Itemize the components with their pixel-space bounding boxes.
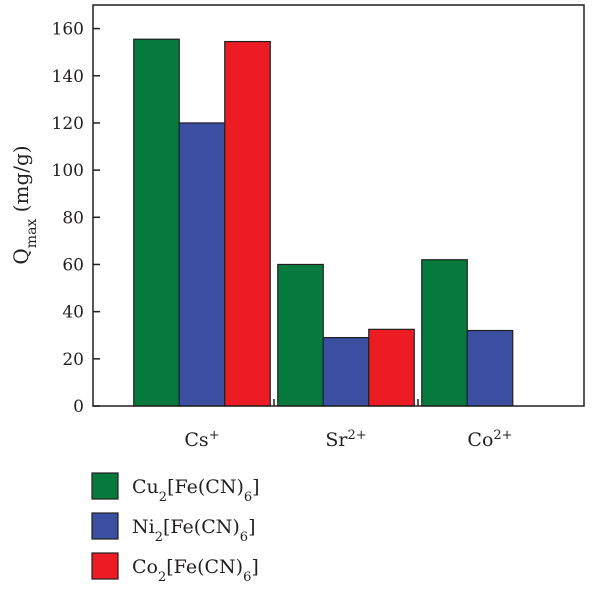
y-tick-label: 80 xyxy=(62,208,84,228)
y-tick-label: 0 xyxy=(73,397,84,417)
y-axis-title-group: Qmax (mg/g) xyxy=(9,145,40,264)
y-tick-label: 60 xyxy=(62,255,84,275)
bar xyxy=(466,329,514,407)
x-category-label: Cs+ xyxy=(184,428,219,452)
x-category-label: Co2+ xyxy=(467,428,512,452)
legend-label: Co2[Fe(CN)6] xyxy=(132,556,259,585)
legend: Cu2[Fe(CN)6] Ni2[Fe(CN)6] Co2[Fe(CN)6] xyxy=(91,472,260,585)
bar xyxy=(133,38,180,407)
legend-label: Cu2[Fe(CN)6] xyxy=(132,476,260,505)
y-axis: 0 20 40 60 80 100 120 140 160 xyxy=(52,20,100,417)
y-tick-label: 120 xyxy=(52,114,84,134)
y-tick-label: 100 xyxy=(52,161,84,181)
x-axis: Cs+ Sr2+ Co2+ xyxy=(184,399,513,452)
y-tick-label: 40 xyxy=(62,303,84,323)
bar xyxy=(224,40,271,407)
y-axis-title: Qmax (mg/g) xyxy=(9,145,40,264)
legend-label: Ni2[Fe(CN)6] xyxy=(132,516,255,545)
y-tick-label: 20 xyxy=(62,350,84,370)
legend-swatch xyxy=(91,512,119,540)
legend-swatch xyxy=(91,472,119,500)
bar xyxy=(368,328,415,407)
bar xyxy=(178,122,226,407)
legend-swatch xyxy=(91,552,119,580)
y-tick-label: 160 xyxy=(52,20,84,40)
bar xyxy=(277,263,324,407)
bars-group xyxy=(133,38,514,407)
bar xyxy=(322,336,370,407)
bar xyxy=(421,259,468,407)
plot-frame xyxy=(92,4,585,407)
x-category-label: Sr2+ xyxy=(325,428,366,452)
y-tick-label: 140 xyxy=(52,67,84,87)
